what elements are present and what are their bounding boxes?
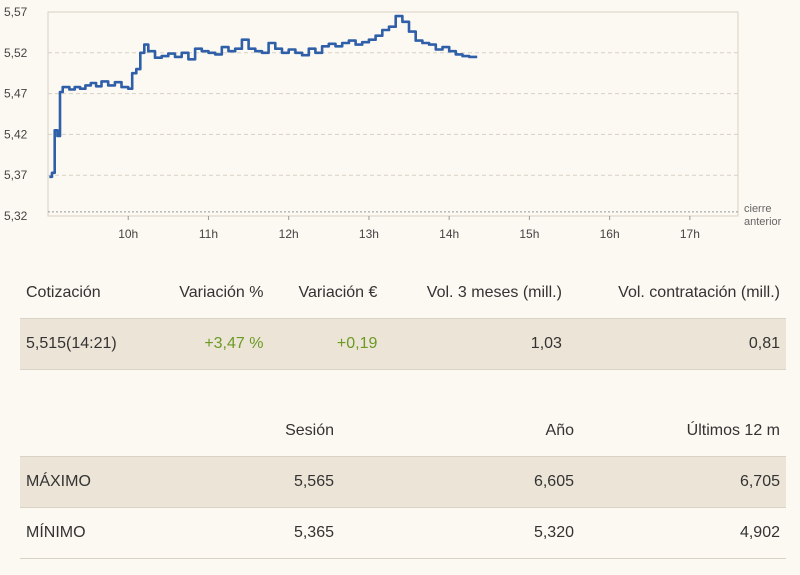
reference-label: cierre — [744, 203, 772, 215]
vol-3-meses-value: 1,03 — [383, 318, 568, 370]
cotizacion-value: 5,515(14:21) — [20, 318, 149, 370]
range-row-maximo: MÁXIMO 5,565 6,605 6,705 — [20, 456, 786, 508]
plot-frame — [47, 11, 739, 217]
x-tick-label: 14h — [439, 227, 459, 241]
range-row-minimo: MÍNIMO 5,365 5,320 4,902 — [20, 507, 786, 559]
maximo-label: MÁXIMO — [20, 456, 232, 508]
header-sesion: Sesión — [232, 406, 340, 457]
minimo-ano: 5,320 — [340, 507, 580, 559]
minimo-label: MÍNIMO — [20, 507, 232, 559]
price-chart: 5,57 5,52 5,47 5,42 5,37 5,32 cierre anterior 10… — [0, 0, 800, 250]
x-tick-label: 10h — [118, 227, 138, 241]
variacion-pct-value: +3,47 % — [148, 318, 270, 370]
header-blank — [20, 406, 232, 457]
maximo-12m: 6,705 — [580, 456, 786, 508]
minimo-12m: 4,902 — [580, 507, 786, 559]
y-tick-label: 5,57 — [4, 5, 28, 19]
range-table: Sesión Año Últimos 12 m MÁXIMO 5,565 6,6… — [20, 406, 786, 559]
y-tick-label: 5,37 — [4, 168, 28, 182]
header-vol-contratacion: Vol. contratación (mill.) — [567, 268, 786, 319]
y-tick-label: 5,32 — [4, 209, 28, 223]
vol-contratacion-value: 0,81 — [567, 318, 786, 370]
x-tick-label: 11h — [199, 227, 218, 241]
quote-header-row: Cotización Variación % Variación € Vol. … — [20, 268, 786, 319]
y-tick-label: 5,42 — [4, 127, 28, 141]
maximo-ano: 6,605 — [340, 456, 580, 508]
header-vol-3-meses: Vol. 3 meses (mill.) — [383, 268, 568, 319]
header-ano: Año — [340, 406, 580, 457]
x-tick-label: 17h — [680, 227, 700, 241]
quote-row: 5,515(14:21) +3,47 % +0,19 1,03 0,81 — [20, 318, 786, 370]
x-tick-label: 13h — [359, 227, 379, 241]
x-tick-label: 15h — [519, 227, 539, 241]
x-tick-label: 12h — [279, 227, 299, 241]
variacion-eur-value: +0,19 — [269, 318, 384, 370]
range-header-row: Sesión Año Últimos 12 m — [20, 406, 786, 457]
x-tick-label: 16h — [600, 227, 620, 241]
header-cotizacion: Cotización — [20, 268, 149, 319]
maximo-sesion: 5,565 — [232, 456, 340, 508]
reference-label: anterior — [744, 216, 782, 228]
header-ultimos-12m: Últimos 12 m — [580, 406, 786, 457]
header-variacion-eur: Variación € — [269, 268, 384, 319]
minimo-sesion: 5,365 — [232, 507, 340, 559]
y-tick-label: 5,52 — [4, 46, 28, 60]
y-tick-label: 5,47 — [4, 87, 28, 101]
quote-table: Cotización Variación % Variación € Vol. … — [20, 268, 786, 370]
header-variacion-pct: Variación % — [148, 268, 270, 319]
price-line — [49, 14, 478, 179]
